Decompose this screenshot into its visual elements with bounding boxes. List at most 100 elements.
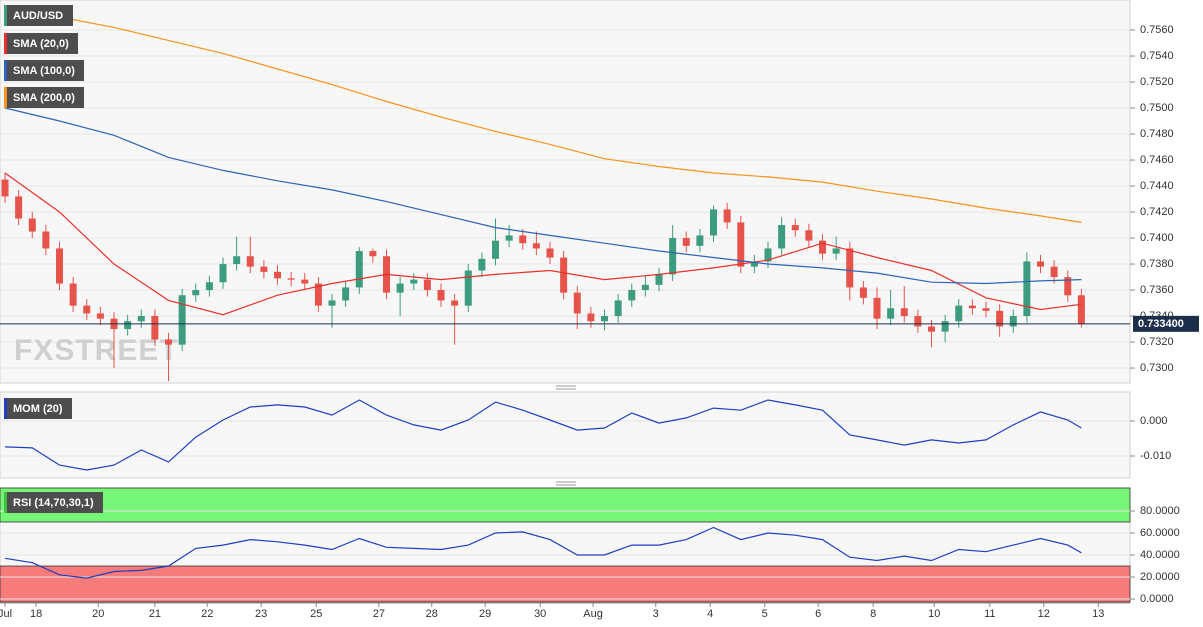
legend-swatch: [4, 398, 7, 419]
overbought-zone: [0, 487, 1131, 523]
candle-body: [28, 218, 36, 232]
candle-body: [628, 290, 636, 301]
x-tick-label: 3: [653, 608, 659, 620]
x-tick-label: Aug: [583, 608, 603, 620]
candle-body: [819, 240, 827, 254]
series-line: [4, 107, 1082, 285]
y-tick-label: 0.7440: [1140, 180, 1174, 192]
candle-body: [791, 225, 799, 231]
candle-body: [205, 282, 213, 291]
candle-body: [178, 295, 186, 345]
legend-swatch: [4, 87, 7, 108]
candle-body: [859, 287, 867, 298]
candle-body: [165, 339, 173, 345]
candle-body: [492, 240, 500, 259]
y-tick-label: 0.0000: [1140, 593, 1174, 605]
panel-grip: [556, 385, 576, 486]
y-tick-label: 40.0000: [1140, 549, 1180, 561]
legend-box: [4, 33, 78, 54]
legend-label: SMA (100,0): [13, 65, 75, 77]
candle-body: [69, 283, 77, 306]
x-tick-label: 10: [928, 608, 940, 620]
x-tick-label: 12: [1038, 608, 1050, 620]
candle-body: [1064, 277, 1072, 296]
candle-body: [764, 248, 772, 262]
y-tick-label: 80.0000: [1140, 505, 1180, 517]
candle-body: [805, 230, 813, 241]
legend-swatch: [4, 33, 7, 54]
candle-body: [451, 300, 459, 306]
y-tick-label: 0.7380: [1140, 258, 1174, 270]
candle-body: [655, 274, 663, 285]
legend-swatch: [4, 492, 7, 513]
candle-body: [260, 266, 268, 272]
candle-body: [532, 243, 540, 249]
legend-label: MOM (20): [13, 403, 63, 415]
y-tick-label: 0.7520: [1140, 76, 1174, 88]
price-panel: [0, 0, 1131, 384]
candle-body: [968, 305, 976, 309]
series-line: [4, 172, 1082, 316]
y-tick-label: 60.0000: [1140, 527, 1180, 539]
legend-box: [4, 60, 84, 81]
y-tick-label: 0.000: [1140, 415, 1168, 427]
y-tick-label: 0.7500: [1140, 102, 1174, 114]
x-tick-label: 18: [30, 608, 42, 620]
y-tick-label: -0.010: [1140, 450, 1171, 462]
y-tick-label: 0.7460: [1140, 154, 1174, 166]
candle-body: [778, 225, 786, 249]
candle-body: [369, 251, 377, 257]
legend-swatch: [4, 5, 7, 26]
candle-body: [192, 290, 200, 296]
legend-box: [4, 5, 73, 26]
candle-body: [287, 278, 295, 280]
x-tick-label: 23: [255, 608, 267, 620]
candle-body: [246, 256, 254, 267]
candle-body: [56, 248, 64, 284]
candle-body: [696, 235, 704, 246]
candle-body: [478, 258, 486, 271]
current-price-box: [1133, 315, 1199, 332]
y-tick-label: 0.7540: [1140, 50, 1174, 62]
candle-body: [900, 308, 908, 317]
watermark: FXSTREET: [14, 334, 179, 367]
candle-body: [669, 238, 677, 275]
candle-body: [519, 235, 527, 244]
candle-body: [832, 248, 840, 254]
candle-body: [614, 300, 622, 317]
x-tick-label: 11: [984, 608, 995, 620]
x-tick-label: 20: [92, 608, 104, 620]
candle-body: [396, 283, 404, 293]
candle-body: [982, 308, 990, 311]
legend-box: [4, 398, 72, 419]
legend-swatch: [4, 60, 7, 81]
y-tick-label: 0.7560: [1140, 24, 1174, 36]
candle-body: [15, 196, 23, 219]
y-tick-label: 0.7420: [1140, 206, 1174, 218]
oversold-zone: [0, 565, 1131, 603]
candle-body: [355, 251, 363, 288]
legend-item: MOM (20): [4, 398, 72, 419]
legend-label: SMA (20,0): [13, 38, 69, 50]
x-tick-label: 21: [149, 608, 161, 620]
candle-body: [151, 316, 159, 340]
candle-body: [505, 235, 513, 241]
candle-body: [124, 321, 132, 330]
x-tick-label: 13: [1092, 608, 1104, 620]
candle-body: [1009, 316, 1017, 327]
candle-body: [437, 290, 445, 301]
candle-body: [96, 313, 104, 319]
candle-body: [601, 316, 609, 322]
candle-body: [423, 279, 431, 291]
candle-body: [42, 231, 50, 249]
candle-body: [464, 270, 472, 306]
x-tick-label: 28: [426, 608, 438, 620]
x-tick-label: 22: [201, 608, 213, 620]
x-tick-label: 4: [707, 608, 713, 620]
candle-body: [410, 279, 418, 284]
candle-body: [546, 248, 554, 258]
y-tick-label: 0.7360: [1140, 284, 1174, 296]
candle-body: [587, 313, 595, 322]
candle-body: [1050, 266, 1058, 278]
